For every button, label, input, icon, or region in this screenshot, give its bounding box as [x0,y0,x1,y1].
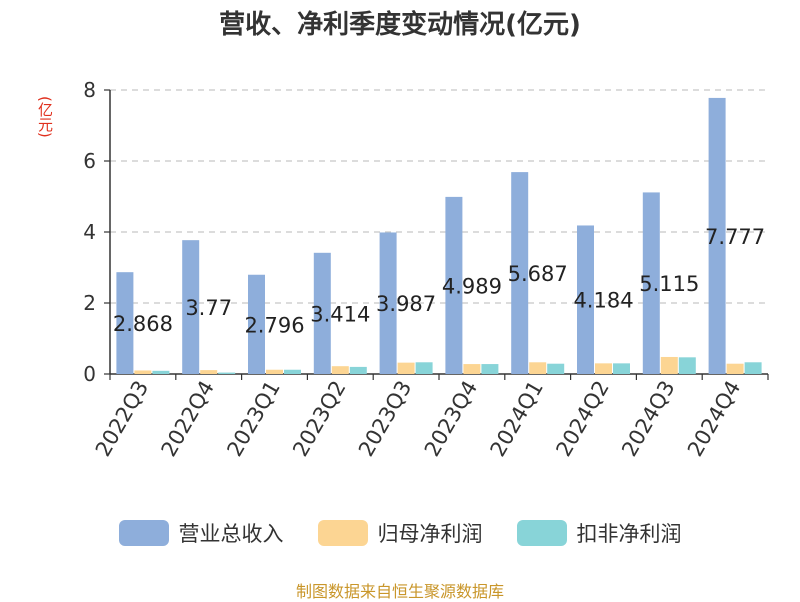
x-tick-label: 2022Q4 [157,377,219,461]
x-tick-label: 2024Q4 [683,377,745,461]
data-label-revenue: 4.184 [573,289,633,313]
bar-net-profit [134,370,152,374]
x-tick-label: 2023Q2 [288,377,350,461]
legend-item-revenue[interactable]: 营业总收入 [118,518,284,548]
data-label-revenue: 2.868 [113,312,173,336]
bar-net-profit [595,363,612,374]
bar-revenue [577,225,594,374]
legend-item-deducted-profit[interactable]: 扣非净利润 [516,518,682,548]
source-note: 制图数据来自恒生聚源数据库 [295,582,504,601]
data-label-revenue: 5.687 [508,262,568,286]
bar-revenue [182,240,200,374]
x-tick-label: 2023Q3 [354,377,416,461]
bar-revenue [248,274,265,374]
bar-revenue [116,272,134,374]
y-tick-label: 2 [83,291,96,315]
x-tick-label: 2024Q3 [617,377,679,461]
bar-revenue [708,97,726,374]
legend-item-net-profit[interactable]: 归母净利润 [317,518,483,548]
bar-revenue [379,232,397,374]
bar-net-profit [331,366,349,374]
data-label-revenue: 3.414 [310,302,370,326]
bar-deducted-profit [349,366,367,374]
bar-net-profit [397,362,415,374]
data-label-revenue: 4.989 [442,274,502,298]
legend-swatch-net-profit [317,520,368,546]
legend: 营业总收入 归母净利润 扣非净利润 [0,518,800,548]
legend-swatch-revenue [118,520,169,546]
x-tick-label: 2023Q4 [420,377,482,461]
bar-net-profit [266,369,283,374]
x-tick-label: 2022Q3 [91,377,153,461]
bar-deducted-profit [744,362,762,374]
bar-net-profit [529,362,547,374]
bar-deducted-profit [284,369,301,374]
y-tick-label: 6 [83,149,96,173]
y-axis-unit-label: (亿元) [36,96,54,138]
bar-deducted-profit [547,363,565,374]
legend-label-net-profit: 归母净利润 [377,522,483,546]
y-tick-label: 4 [83,220,96,244]
data-label-revenue: 3.77 [185,296,232,320]
data-label-revenue: 3.987 [376,292,436,316]
bar-revenue [642,192,660,374]
y-tick-label: 8 [83,78,96,102]
y-tick-label: 0 [83,362,96,386]
bar-deducted-profit [613,363,630,374]
chart-title: 营收、净利季度变动情况(亿元) [219,10,581,40]
bar-deducted-profit [218,372,236,374]
data-label-revenue: 5.115 [639,272,699,296]
bar-net-profit [463,364,481,374]
bar-revenue [313,252,331,374]
bar-deducted-profit [481,364,499,374]
legend-label-revenue: 营业总收入 [178,522,284,546]
bar-deducted-profit [152,370,170,374]
bar-net-profit [200,370,218,374]
bar-deducted-profit [678,357,696,374]
legend-label-deducted-profit: 扣非净利润 [576,522,682,546]
bar-net-profit [660,356,678,374]
data-label-revenue: 7.777 [705,225,765,249]
bar-revenue [511,172,529,374]
bar-deducted-profit [415,362,433,374]
x-tick-label: 2023Q1 [222,377,284,461]
data-label-revenue: 2.796 [244,313,304,337]
x-tick-label: 2024Q2 [551,377,613,461]
x-tick-label: 2024Q1 [486,377,548,461]
bar-net-profit [726,363,744,374]
bar-revenue [445,196,463,374]
legend-swatch-deducted-profit [516,520,567,546]
